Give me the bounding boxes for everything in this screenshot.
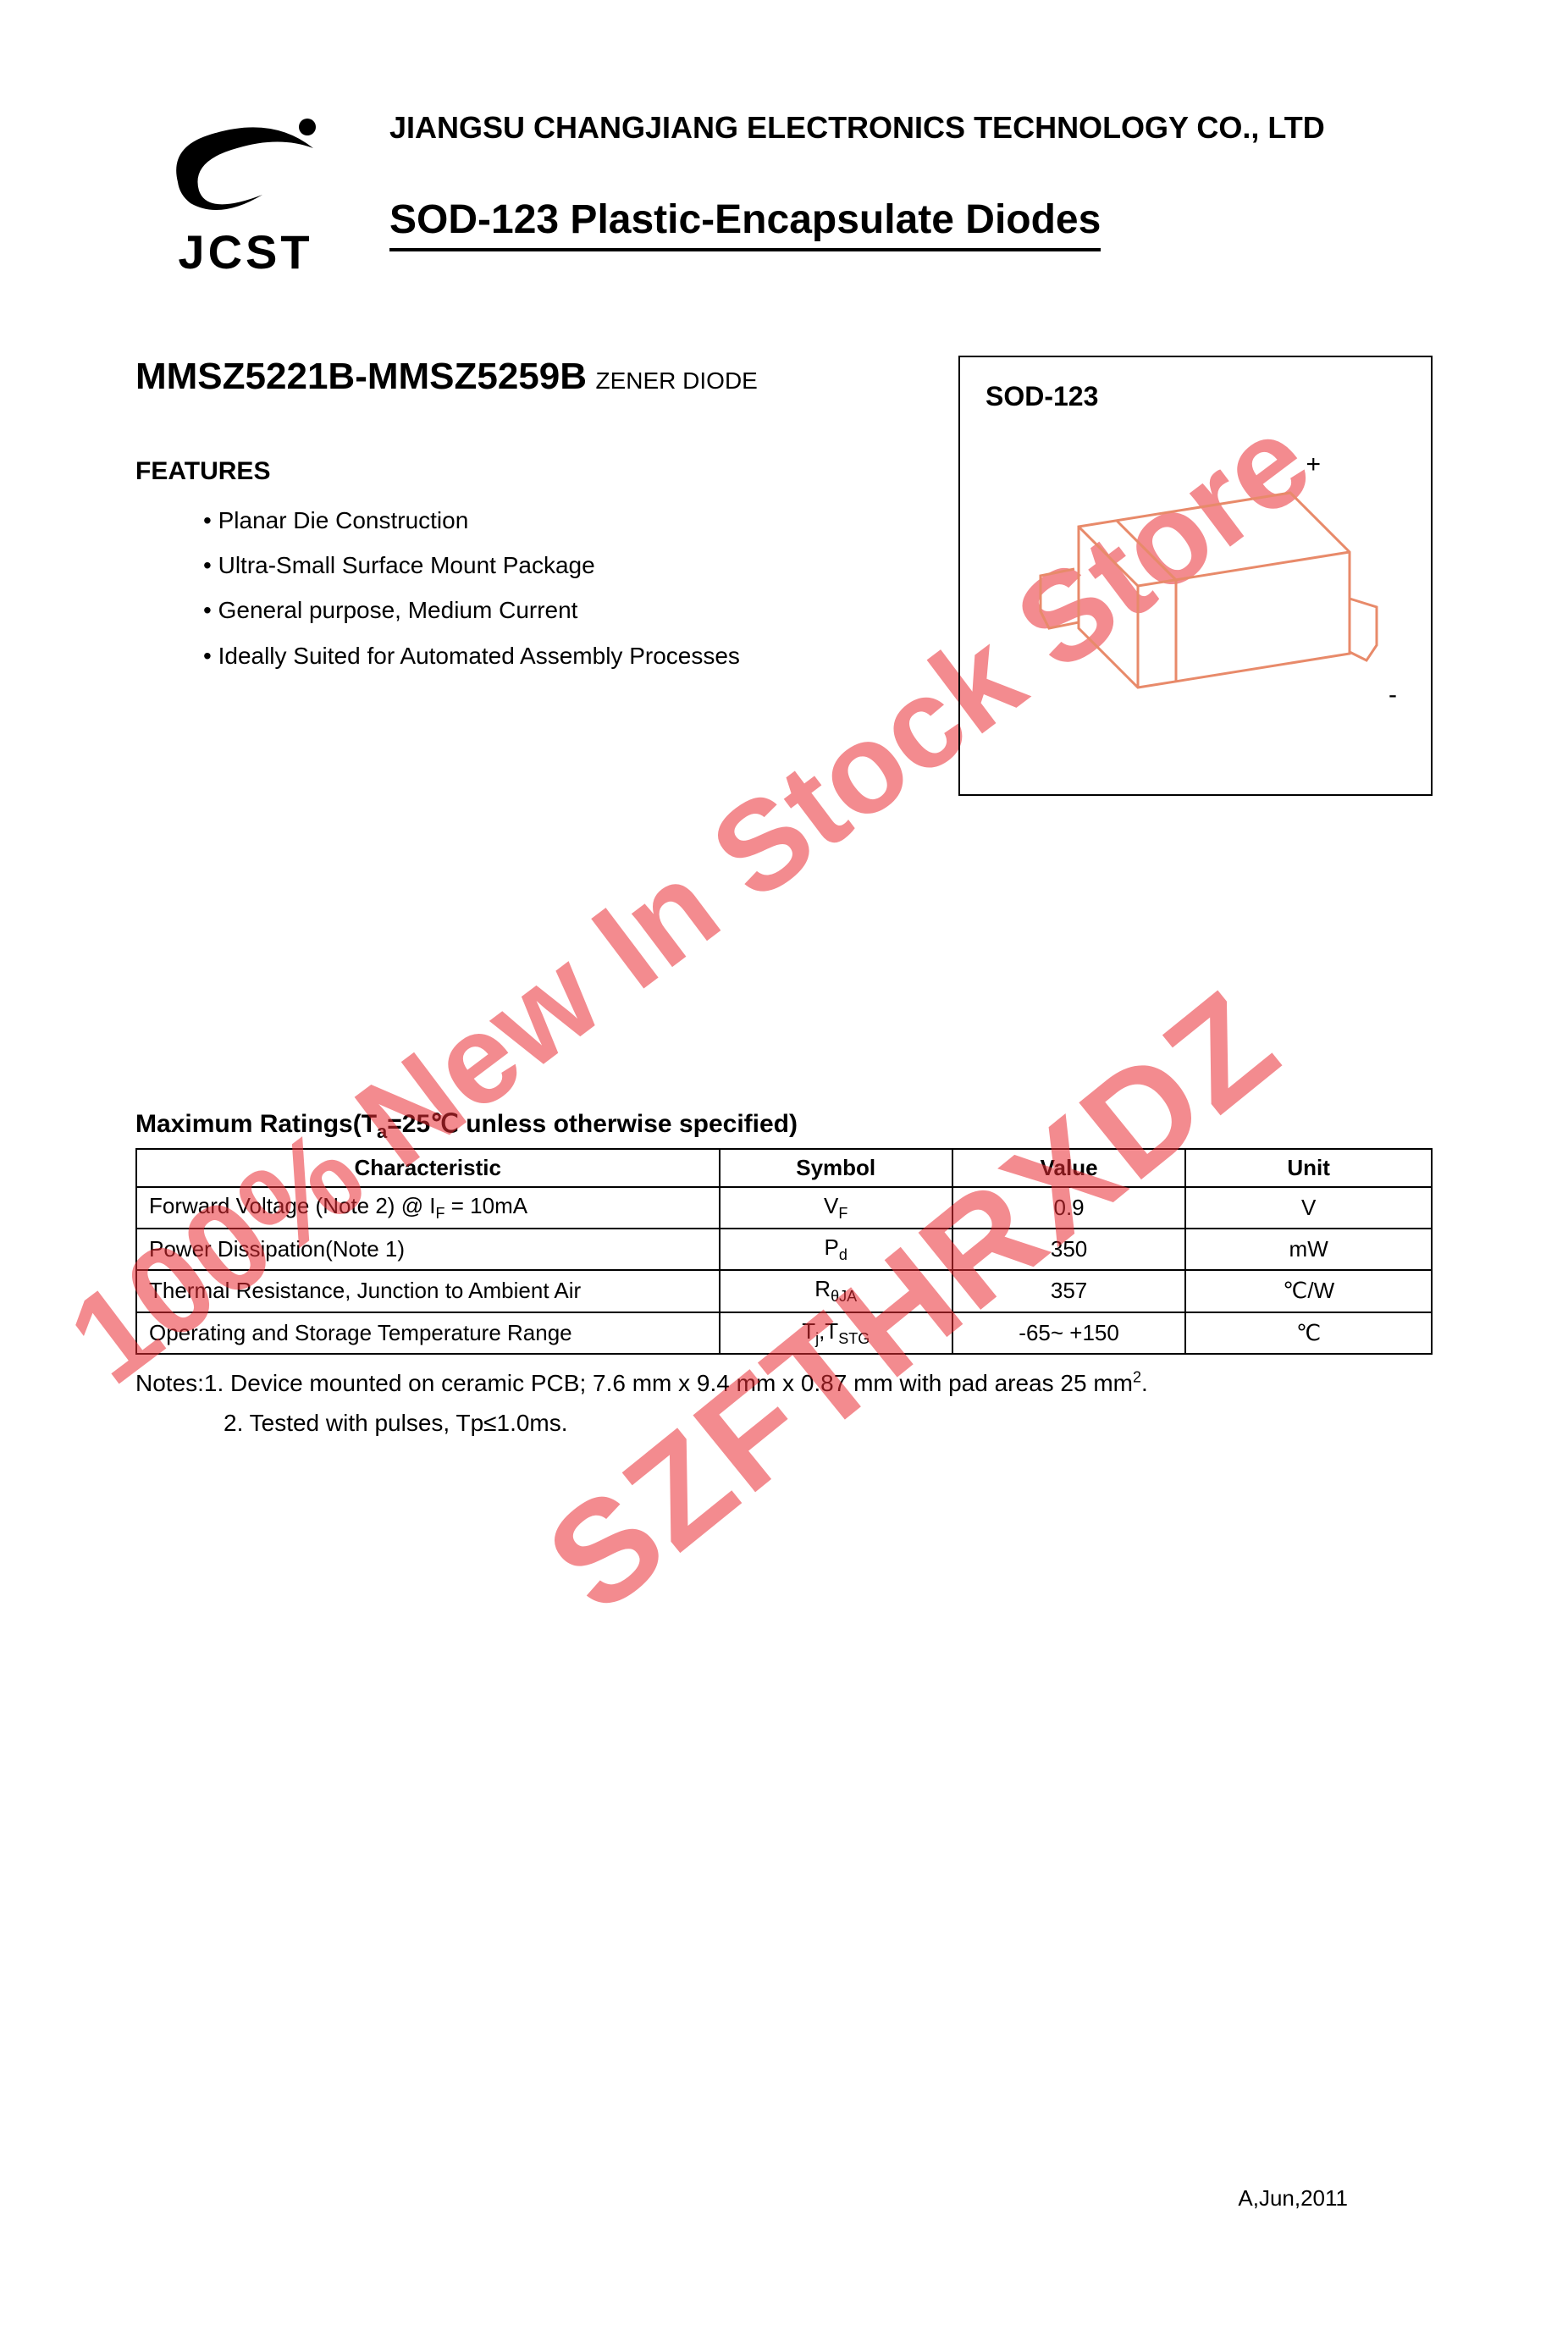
cell-unit: mW: [1185, 1229, 1432, 1270]
part-number: MMSZ5221B-MMSZ5259B: [135, 356, 587, 397]
cell-value: 357: [952, 1270, 1185, 1312]
features-title: FEATURES: [135, 457, 958, 486]
sym-sub: θJA: [831, 1289, 857, 1306]
table-row: Thermal Resistance, Junction to Ambient …: [136, 1270, 1432, 1312]
sym-sub: d: [839, 1246, 847, 1263]
sym-text: T: [802, 1318, 815, 1344]
header: JCST JIANGSU CHANGJIANG ELECTRONICS TECH…: [135, 102, 1433, 279]
logo-text: JCST: [135, 224, 356, 279]
char-sub: F: [436, 1205, 445, 1222]
note1-sup: 2: [1133, 1368, 1141, 1385]
col-symbol: Symbol: [720, 1149, 952, 1187]
cell-value: -65~ +150: [952, 1312, 1185, 1354]
sym-text: R: [814, 1276, 831, 1301]
note-2: 2. Tested with pulses, Tp≤1.0ms.: [224, 1403, 1433, 1444]
feature-item: Ideally Suited for Automated Assembly Pr…: [203, 633, 958, 678]
note1-tail: .: [1141, 1370, 1148, 1396]
ratings-table: Characteristic Symbol Value Unit Forward…: [135, 1148, 1433, 1355]
char-tail: = 10mA: [445, 1193, 528, 1218]
cell-unit: ℃/W: [1185, 1270, 1432, 1312]
notes: Notes:1. Device mounted on ceramic PCB; …: [135, 1363, 1433, 1444]
cell-characteristic: Operating and Storage Temperature Range: [136, 1312, 720, 1354]
package-label: SOD-123: [986, 381, 1405, 412]
cell-characteristic: Thermal Resistance, Junction to Ambient …: [136, 1270, 720, 1312]
table-header-row: Characteristic Symbol Value Unit: [136, 1149, 1432, 1187]
ratings-title-lead: Maximum Ratings(T: [135, 1110, 377, 1138]
cell-symbol: VF: [720, 1187, 952, 1229]
company-name: JIANGSU CHANGJIANG ELECTRONICS TECHNOLOG…: [389, 110, 1433, 146]
ratings-title: Maximum Ratings(Ta=25℃ unless otherwise …: [135, 1109, 1433, 1143]
features-list: Planar Die Construction Ultra-Small Surf…: [203, 498, 958, 678]
note1-lead: Notes:1. Device mounted on ceramic PCB; …: [135, 1370, 1133, 1396]
product-left: MMSZ5221B-MMSZ5259B ZENER DIODE FEATURES…: [135, 356, 958, 796]
jcst-logo-icon: [152, 102, 339, 229]
sym-extra: ,T: [819, 1318, 838, 1344]
table-row: Operating and Storage Temperature Range …: [136, 1312, 1432, 1354]
feature-item: Ultra-Small Surface Mount Package: [203, 543, 958, 588]
cell-value: 350: [952, 1229, 1185, 1270]
char-text: Forward Voltage (Note 2) @ I: [149, 1193, 436, 1218]
feature-item: General purpose, Medium Current: [203, 588, 958, 632]
product-row: MMSZ5221B-MMSZ5259B ZENER DIODE FEATURES…: [135, 356, 1433, 796]
cell-characteristic: Power Dissipation(Note 1): [136, 1229, 720, 1270]
cell-unit: V: [1185, 1187, 1432, 1229]
note-1: Notes:1. Device mounted on ceramic PCB; …: [135, 1363, 1433, 1404]
cell-value: 0.9: [952, 1187, 1185, 1229]
part-subtitle: ZENER DIODE: [595, 367, 757, 394]
cell-symbol: RθJA: [720, 1270, 952, 1312]
cell-symbol: Pd: [720, 1229, 952, 1270]
ratings-title-tail: =25℃ unless otherwise specified): [387, 1110, 798, 1138]
sym-text: V: [824, 1193, 838, 1218]
cell-unit: ℃: [1185, 1312, 1432, 1354]
header-text: JIANGSU CHANGJIANG ELECTRONICS TECHNOLOG…: [389, 102, 1433, 251]
sym-sub2: STG: [838, 1330, 870, 1347]
feature-item: Planar Die Construction: [203, 498, 958, 543]
sod123-outline-icon: [994, 434, 1400, 755]
sym-text: P: [825, 1234, 839, 1260]
page: 100% New In Stock Store SZFTHRXDZ JCST J…: [0, 0, 1568, 2347]
cell-characteristic: Forward Voltage (Note 2) @ IF = 10mA: [136, 1187, 720, 1229]
table-row: Forward Voltage (Note 2) @ IF = 10mA VF …: [136, 1187, 1432, 1229]
table-row: Power Dissipation(Note 1) Pd 350 mW: [136, 1229, 1432, 1270]
logo-block: JCST: [135, 102, 356, 279]
col-unit: Unit: [1185, 1149, 1432, 1187]
main-title: SOD-123 Plastic-Encapsulate Diodes: [389, 196, 1101, 251]
col-value: Value: [952, 1149, 1185, 1187]
sym-sub: F: [838, 1205, 847, 1222]
cell-symbol: Tj,TSTG: [720, 1312, 952, 1354]
package-diagram-box: SOD-123 + -: [958, 356, 1433, 796]
col-characteristic: Characteristic: [136, 1149, 720, 1187]
ratings-title-sub: a: [377, 1121, 387, 1142]
revision-label: A,Jun,2011: [1238, 2185, 1348, 2212]
